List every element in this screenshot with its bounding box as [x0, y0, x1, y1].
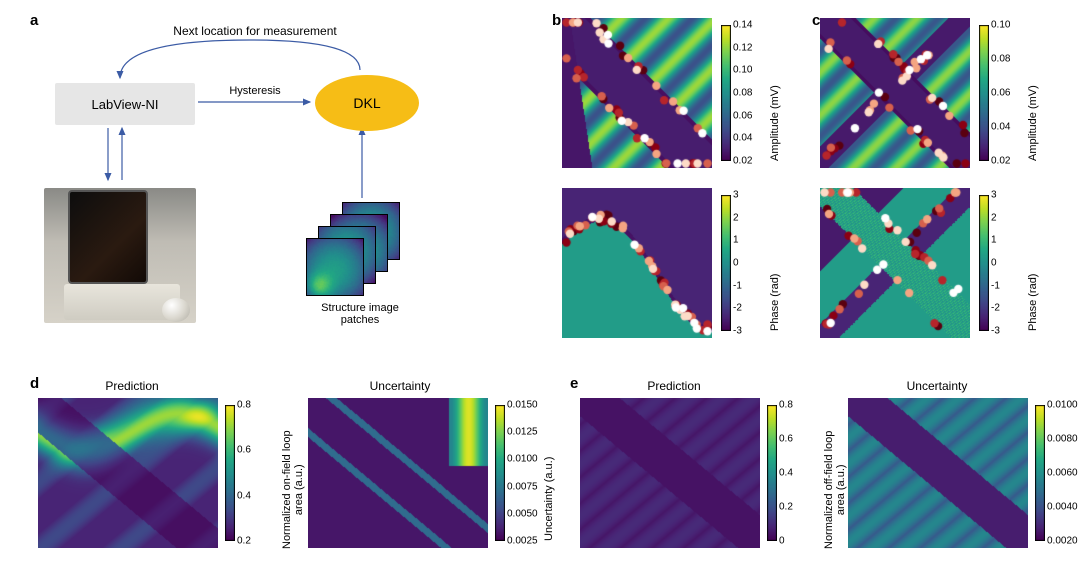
heatmap-d-prediction: [38, 398, 218, 548]
e-pred-title: Prediction: [634, 379, 714, 393]
dkl-ellipse: DKL: [312, 72, 422, 134]
heatmap-c-amplitude: [820, 18, 970, 168]
heatmap-b-phase: [562, 188, 712, 338]
panel-b-label: b: [552, 12, 561, 29]
d-unc-title: Uncertainty: [355, 379, 445, 393]
colorbar-e-prediction: 00.20.40.60.8Normalized off-field loop a…: [767, 405, 807, 541]
colorbar-e-uncertainty: 0.00200.00400.00600.00800.0100Uncertaint…: [1035, 405, 1075, 541]
instrument-photo: [44, 188, 196, 323]
dkl-text: DKL: [353, 95, 380, 111]
heatmap-e-prediction: [580, 398, 760, 548]
labview-text: LabView-NI: [92, 97, 159, 112]
heatmap-d-uncertainty: [308, 398, 488, 548]
patches-caption: Structure image patches: [300, 302, 420, 326]
panel-d-label: d: [30, 375, 39, 392]
heatmap-e-uncertainty: [848, 398, 1028, 548]
feedback-label: Next location for measurement: [125, 24, 385, 38]
labview-box: LabView-NI: [55, 83, 195, 125]
d-pred-title: Prediction: [92, 379, 172, 393]
heatmap-b-amplitude: [562, 18, 712, 168]
colorbar-b-amplitude: 0.020.040.060.080.100.120.14Amplitude (m…: [721, 25, 761, 161]
colorbar-c-amplitude: 0.020.040.060.080.10Amplitude (mV): [979, 25, 1019, 161]
panel-a-label: a: [30, 12, 38, 29]
colorbar-d-prediction: 0.20.40.60.8Normalized on-field loop are…: [225, 405, 265, 541]
colorbar-b-phase: -3-2-10123Phase (rad): [721, 195, 761, 331]
colorbar-d-uncertainty: 0.00250.00500.00750.01000.01250.0150Unce…: [495, 405, 535, 541]
heatmap-c-phase: [820, 188, 970, 338]
colorbar-c-phase: -3-2-10123Phase (rad): [979, 195, 1019, 331]
e-unc-title: Uncertainty: [892, 379, 982, 393]
figure-root: a b c d e Next location for measurement …: [0, 0, 1080, 564]
hysteresis-label: Hysteresis: [210, 85, 300, 97]
panel-e-label: e: [570, 375, 578, 392]
